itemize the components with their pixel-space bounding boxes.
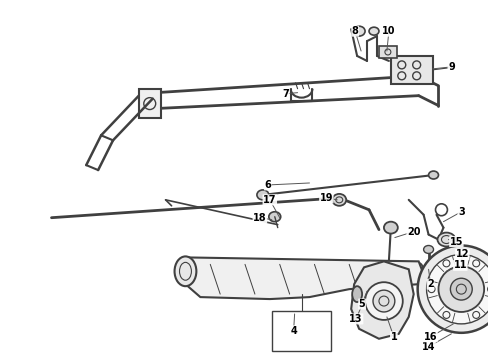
Ellipse shape [373, 290, 395, 312]
Polygon shape [185, 257, 424, 299]
Text: 16: 16 [424, 332, 437, 342]
Text: 6: 6 [265, 180, 271, 190]
Ellipse shape [365, 282, 403, 320]
Ellipse shape [369, 27, 379, 35]
Ellipse shape [384, 222, 398, 234]
Ellipse shape [417, 246, 490, 333]
Ellipse shape [393, 269, 405, 279]
Ellipse shape [427, 255, 490, 324]
Text: 8: 8 [352, 26, 359, 36]
Ellipse shape [438, 233, 455, 247]
Ellipse shape [439, 266, 484, 312]
Bar [272, 311, 331, 351]
Text: 7: 7 [282, 89, 289, 99]
Bar [139, 89, 161, 118]
Text: 20: 20 [407, 226, 420, 237]
Text: 2: 2 [427, 279, 434, 289]
Ellipse shape [411, 262, 422, 272]
Ellipse shape [368, 279, 380, 293]
Ellipse shape [450, 278, 472, 300]
Ellipse shape [424, 285, 434, 293]
Ellipse shape [447, 272, 459, 282]
Ellipse shape [429, 171, 439, 179]
Text: 17: 17 [263, 195, 276, 205]
Text: 11: 11 [454, 260, 467, 270]
Polygon shape [351, 261, 414, 339]
Text: 5: 5 [359, 299, 366, 309]
Ellipse shape [353, 26, 365, 36]
Text: 19: 19 [319, 193, 333, 203]
Text: 13: 13 [349, 314, 363, 324]
Text: 18: 18 [253, 213, 267, 223]
Ellipse shape [424, 246, 434, 253]
Ellipse shape [332, 194, 346, 206]
Text: 10: 10 [382, 26, 395, 36]
Text: 15: 15 [450, 237, 463, 247]
Ellipse shape [352, 286, 362, 302]
Bar [379, 46, 397, 58]
Text: 14: 14 [422, 342, 435, 352]
Text: 4: 4 [290, 326, 297, 336]
Ellipse shape [257, 190, 269, 200]
Ellipse shape [174, 256, 196, 286]
Bar [391, 56, 433, 84]
Text: 1: 1 [391, 332, 397, 342]
Text: 12: 12 [456, 249, 469, 260]
Text: 9: 9 [448, 62, 455, 72]
Ellipse shape [269, 212, 281, 222]
Text: 3: 3 [458, 207, 465, 217]
